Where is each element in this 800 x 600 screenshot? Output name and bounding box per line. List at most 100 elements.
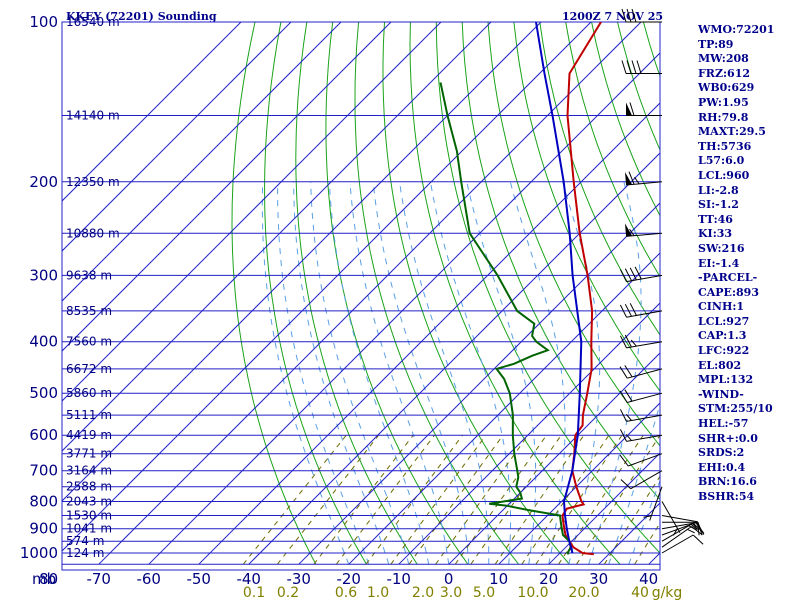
sounding-index: BSHR:54	[698, 490, 755, 503]
mixing-ratio-line	[454, 434, 547, 565]
wind-barb-staff	[626, 414, 663, 422]
wind-barb	[619, 303, 663, 318]
sounding-index: STM:255/10	[698, 402, 773, 416]
mixing-ratio-line	[470, 434, 562, 565]
sounding-index: WB0:629	[698, 81, 755, 95]
wind-barb-flag	[636, 60, 642, 74]
sounding-index: CAPE:893	[698, 285, 759, 299]
height-label: 7560 m	[66, 335, 112, 349]
wind-barb-flag	[621, 8, 627, 23]
moist-adiabat	[349, 181, 450, 565]
wind-barb-flag	[629, 303, 637, 316]
wind-barb-staff	[661, 522, 694, 542]
dry-adiabat	[409, 22, 621, 565]
wind-barb-staff	[626, 434, 663, 442]
moist-adiabats	[261, 181, 660, 565]
height-label: 2043 m	[66, 495, 112, 509]
height-label: 6672 m	[66, 362, 112, 376]
sounding-index: EHI:0.4	[698, 460, 746, 474]
sounding-index: -WIND-	[698, 387, 744, 401]
wind-barb-pennant	[626, 102, 632, 116]
wind-barb-flag	[624, 389, 633, 402]
mixing-ratio-line	[335, 434, 435, 565]
height-label: 5860 m	[66, 386, 112, 400]
wind-barb	[661, 501, 681, 536]
sounding-index: MAXT:29.5	[698, 125, 766, 139]
wind-barb-pennant	[625, 223, 633, 237]
moist-adiabat	[429, 181, 512, 565]
sounding-profiles	[439, 22, 602, 556]
mixing-ratio-line	[435, 434, 529, 565]
height-label: 3164 m	[66, 464, 112, 478]
wind-barb-staff	[661, 515, 698, 523]
mixing-ratio-label: 0.2	[277, 585, 299, 600]
wind-barb-flag	[619, 269, 627, 282]
isotherm-line	[62, 22, 592, 552]
wind-barb-flag	[621, 60, 627, 74]
sounding-index: KI:33	[698, 227, 733, 241]
dry-adiabat	[231, 22, 317, 565]
wind-barb-flag	[626, 8, 632, 23]
wind-barb-staff	[626, 274, 663, 283]
wind-barb-staff	[626, 310, 663, 318]
wind-barb-flag	[631, 60, 637, 74]
wind-barb	[619, 429, 663, 442]
wind-barb	[621, 8, 662, 23]
wind-barb-half-flag	[692, 522, 699, 530]
wind-barb-half-flag	[690, 524, 698, 530]
wind-barb-half-flag	[634, 176, 640, 185]
mixing-ratio-label: 5.0	[473, 585, 495, 600]
wind-barb-half-flag	[629, 228, 635, 236]
wind-barb-flag	[619, 454, 629, 467]
wind-barb-staff	[627, 368, 663, 379]
wind-barb-flag	[692, 534, 704, 545]
wind-barb-flag	[624, 303, 632, 317]
wind-barb-pennant	[625, 172, 633, 185]
isotherm-line	[498, 402, 660, 565]
wind-barb	[625, 171, 663, 186]
wind-barb-flag	[634, 266, 642, 280]
pressure-tick-label: 900	[29, 520, 58, 538]
wind-barb-staff	[627, 392, 663, 403]
temperature-tick-label: 30	[589, 570, 608, 588]
wind-barb-flag	[631, 8, 637, 23]
height-label: 4419 m	[66, 428, 112, 442]
temperature-tick-label: 40	[639, 570, 658, 588]
pressure-tick-label: 500	[29, 384, 58, 402]
sounding-index: SI:-1.2	[698, 198, 739, 212]
temperature-tick-label: -20	[336, 570, 361, 588]
isotherm-line	[62, 22, 392, 352]
isotherm-line	[62, 22, 242, 202]
mixing-ratio-label: 20.0	[568, 585, 599, 600]
height-label: 5111 m	[66, 408, 112, 422]
isotherms	[62, 22, 660, 565]
sounding-index: WMO:72201	[698, 23, 775, 36]
pressure-tick-label: 400	[29, 333, 58, 351]
wind-barb-flag	[624, 268, 632, 281]
isotherm-line	[98, 22, 642, 565]
dewpoint-profile-line	[439, 82, 572, 555]
wind-barb	[619, 266, 663, 283]
wind-barb-flag	[619, 390, 628, 403]
wind-barb	[621, 60, 662, 74]
wind-barb	[619, 334, 663, 349]
isotherm-line	[448, 352, 660, 565]
dry-adiabat	[565, 22, 660, 278]
chart-title: KKEY (72201) Sounding	[66, 10, 217, 23]
isotherm-line	[148, 52, 660, 565]
pressure-tick-label: 1000	[20, 544, 58, 562]
temperature-tick-label: -60	[136, 570, 161, 588]
dry-adiabat	[295, 22, 418, 565]
sounding-index: PW:1.95	[698, 95, 749, 109]
pressure-tick-label: 700	[29, 462, 58, 480]
wind-barb-flag	[624, 334, 632, 348]
height-label: 9638 m	[66, 268, 112, 282]
isotherm-line	[62, 22, 492, 452]
sounding-index: HEL:-57	[698, 417, 749, 431]
isotherm-line	[348, 252, 660, 565]
moist-adiabat	[328, 181, 430, 565]
mixing-ratio-line	[365, 434, 463, 565]
wind-barb-flag	[629, 267, 637, 281]
